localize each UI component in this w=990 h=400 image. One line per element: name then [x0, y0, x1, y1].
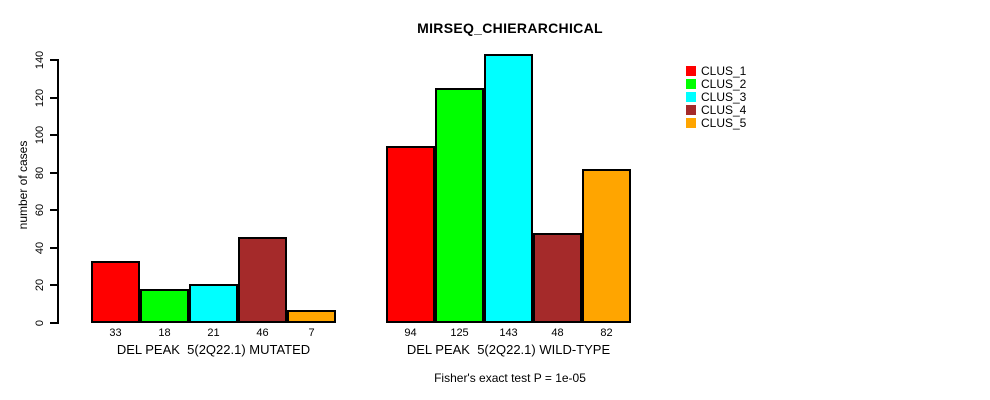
bar-value-label: 46: [256, 327, 269, 339]
bar-clus_4-group2: [533, 233, 582, 323]
bar-value-label: 33: [109, 327, 122, 339]
legend-item-clus_2: CLUS_2: [686, 77, 747, 91]
bar-clus_4-group1: [238, 237, 287, 323]
legend-swatch: [686, 79, 696, 89]
y-tick-label: 40: [34, 241, 46, 254]
legend-swatch: [686, 92, 696, 102]
y-tick-label: 100: [34, 125, 46, 145]
legend-item-clus_3: CLUS_3: [686, 90, 747, 104]
y-axis-tick: [50, 284, 57, 287]
legend-label: CLUS_1: [701, 64, 747, 78]
bar-clus_5-group1: [287, 310, 336, 323]
bar-value-label: 18: [158, 327, 171, 339]
bar-clus_3-group1: [189, 284, 238, 323]
bar-value-label: 94: [404, 327, 417, 339]
bar-value-label: 21: [207, 327, 220, 339]
legend-label: CLUS_5: [701, 116, 747, 130]
y-axis-tick: [50, 134, 57, 137]
footnote: Fisher's exact test P = 1e-05: [434, 371, 586, 385]
y-axis-tick: [50, 96, 57, 99]
y-axis-tick: [50, 209, 57, 212]
y-axis-tick: [50, 171, 57, 174]
x-group-label: DEL PEAK 5(2Q22.1) MUTATED: [116, 342, 311, 357]
bar-clus_2-group1: [140, 289, 189, 323]
bar-clus_2-group2: [435, 88, 484, 323]
legend-swatch: [686, 105, 696, 115]
y-axis-tick: [50, 59, 57, 61]
bar-value-label: 48: [551, 327, 564, 339]
y-axis-tick: [50, 246, 57, 249]
bar-clus_1-group1: [91, 261, 140, 323]
y-tick-label: 80: [34, 166, 46, 179]
x-group-label: DEL PEAK 5(2Q22.1) WILD-TYPE: [406, 342, 611, 357]
legend-item-clus_5: CLUS_5: [686, 116, 747, 130]
legend-item-clus_4: CLUS_4: [686, 103, 747, 117]
legend-item-clus_1: CLUS_1: [686, 64, 747, 78]
y-axis-tick: [50, 322, 57, 324]
y-tick-label: 20: [34, 279, 46, 292]
bar-clus_5-group2: [582, 169, 631, 323]
legend-label: CLUS_2: [701, 77, 747, 91]
legend-swatch: [686, 66, 696, 76]
bar-value-label: 82: [600, 327, 613, 339]
y-tick-label: 120: [34, 88, 46, 107]
bar-clus_1-group2: [386, 146, 435, 323]
bar-value-label: 7: [308, 327, 315, 339]
chart-title: MIRSEQ_CHIERARCHICAL: [417, 20, 603, 36]
y-tick-label: 0: [34, 319, 46, 327]
y-axis-line: [57, 59, 59, 324]
bar-value-label: 125: [450, 327, 469, 339]
legend-swatch: [686, 118, 696, 128]
legend: CLUS_1 CLUS_2 CLUS_3 CLUS_4 CLUS_5: [686, 64, 747, 131]
y-tick-label: 140: [34, 50, 46, 70]
legend-label: CLUS_3: [701, 90, 747, 104]
legend-label: CLUS_4: [701, 103, 747, 117]
y-axis-label: number of cases: [16, 140, 30, 230]
y-tick-label: 60: [34, 204, 46, 217]
bar-value-label: 143: [499, 327, 518, 339]
bar-clus_3-group2: [484, 54, 533, 323]
